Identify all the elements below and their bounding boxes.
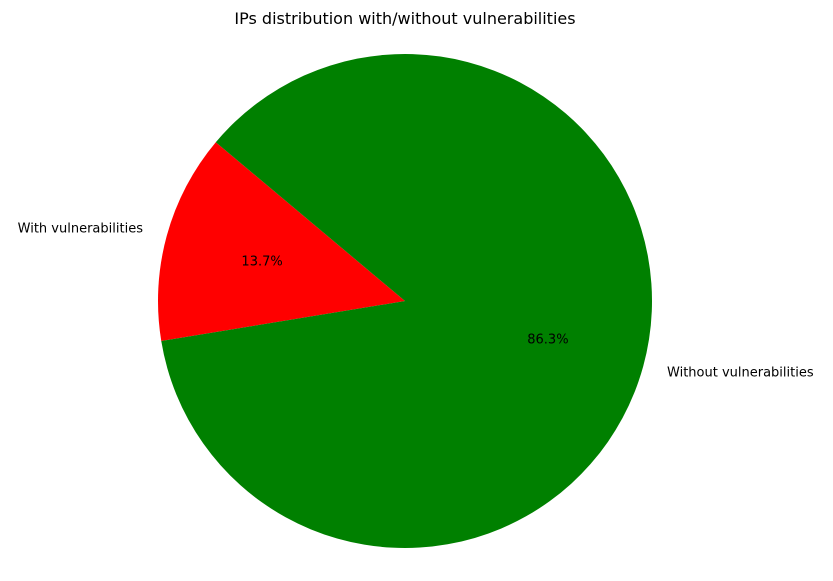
slice-percentage-label: 86.3% xyxy=(527,333,568,348)
chart-title: IPs distribution with/without vulnerabil… xyxy=(234,9,575,28)
slice-label: With vulnerabilities xyxy=(18,222,144,237)
pie-slice xyxy=(161,53,653,548)
pie-slice xyxy=(158,142,405,342)
pie-labels: With vulnerabilities 13.7% Without vulnera… xyxy=(18,222,814,381)
slice-label: Without vulnerabilities xyxy=(667,365,814,380)
slice-percentage-label: 13.7% xyxy=(241,254,282,269)
pie-slices xyxy=(158,53,653,548)
